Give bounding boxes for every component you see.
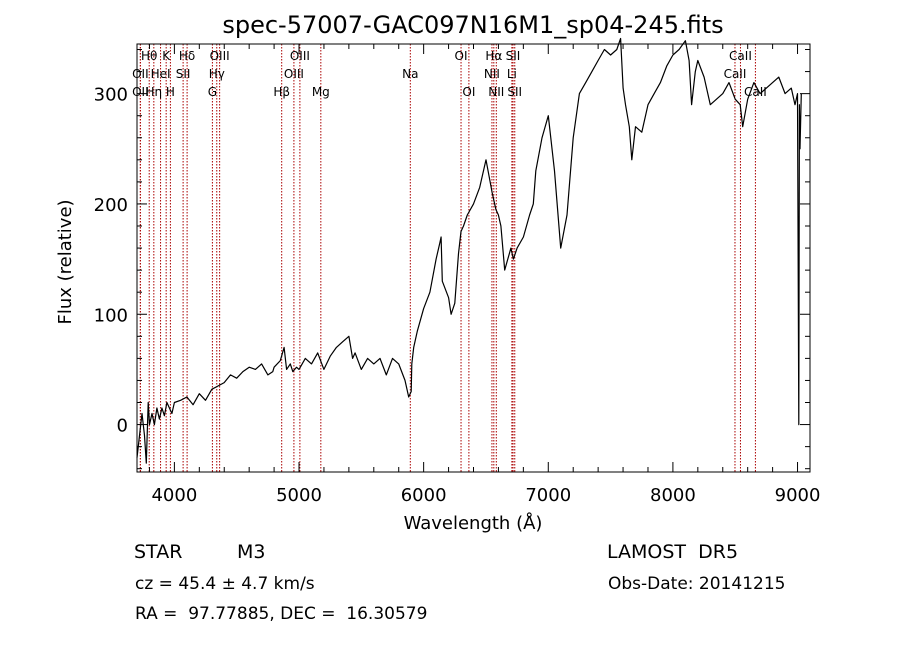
x-axis: 4000 5000 6000 7000 8000 9000	[148, 44, 821, 506]
x-tick-label: 5000	[276, 485, 322, 506]
line-label: CaII	[729, 49, 752, 63]
spectrum-line	[136, 37, 802, 464]
obs-date: Obs-Date: 20141215	[608, 574, 786, 594]
line-label: Hη	[146, 85, 163, 99]
line-label: SII	[507, 85, 522, 99]
line-label: OII	[132, 67, 149, 81]
line-label: OII	[132, 85, 149, 99]
object-class: STAR	[134, 541, 183, 563]
x-tick-label: 4000	[151, 485, 197, 506]
y-axis-label: Flux (relative)	[55, 199, 76, 324]
line-label: Hδ	[179, 49, 195, 63]
line-label: NII	[484, 67, 500, 81]
line-label: SII	[506, 49, 521, 63]
coordinates: RA = 97.77885, DEC = 16.30579	[135, 604, 428, 624]
line-label: NII	[488, 85, 504, 99]
line-label: H	[166, 85, 175, 99]
redshift-readout: cz = 45.4 ± 4.7 km/s	[135, 574, 315, 594]
y-tick-label: 0	[117, 416, 128, 437]
plot-frame	[136, 43, 811, 473]
y-axis: 0 100 200 300	[94, 49, 810, 470]
emission-line-labels: Hθ K Hδ OIII OIII OI Hα SII CaII OII HeI SII Hγ OIII N…	[132, 49, 767, 99]
x-tick-label: 8000	[650, 485, 696, 506]
line-label: Mg	[312, 85, 330, 99]
line-label: OIII	[290, 49, 310, 63]
line-label: Hγ	[209, 67, 225, 81]
x-tick-label: 7000	[525, 485, 571, 506]
line-label: CaII	[744, 85, 767, 99]
line-label: Li	[507, 67, 517, 81]
line-label: OIII	[284, 67, 304, 81]
line-label: CaII	[724, 67, 747, 81]
line-label: OIII	[210, 49, 230, 63]
line-label: HeI	[151, 67, 171, 81]
line-label: Hα	[485, 49, 502, 63]
x-tick-label: 6000	[401, 485, 447, 506]
chart-title: spec-57007-GAC097N16M1_sp04-245.fits	[222, 11, 723, 39]
subclass: M3	[237, 541, 266, 563]
y-tick-label: 200	[94, 195, 128, 216]
line-label: Hθ	[141, 49, 157, 63]
x-axis-label: Wavelength (Å)	[404, 512, 543, 534]
y-tick-label: 100	[94, 305, 128, 326]
emission-line-markers	[139, 44, 756, 472]
survey-name: LAMOST DR5	[607, 541, 739, 563]
line-label: K	[162, 49, 171, 63]
line-label: OI	[462, 85, 475, 99]
line-label: G	[208, 85, 217, 99]
line-label: Na	[402, 67, 418, 81]
line-label: Hβ	[273, 85, 290, 99]
x-tick-label: 9000	[775, 485, 821, 506]
y-tick-label: 300	[94, 85, 128, 106]
line-label: SII	[176, 67, 191, 81]
line-label: OI	[455, 49, 468, 63]
